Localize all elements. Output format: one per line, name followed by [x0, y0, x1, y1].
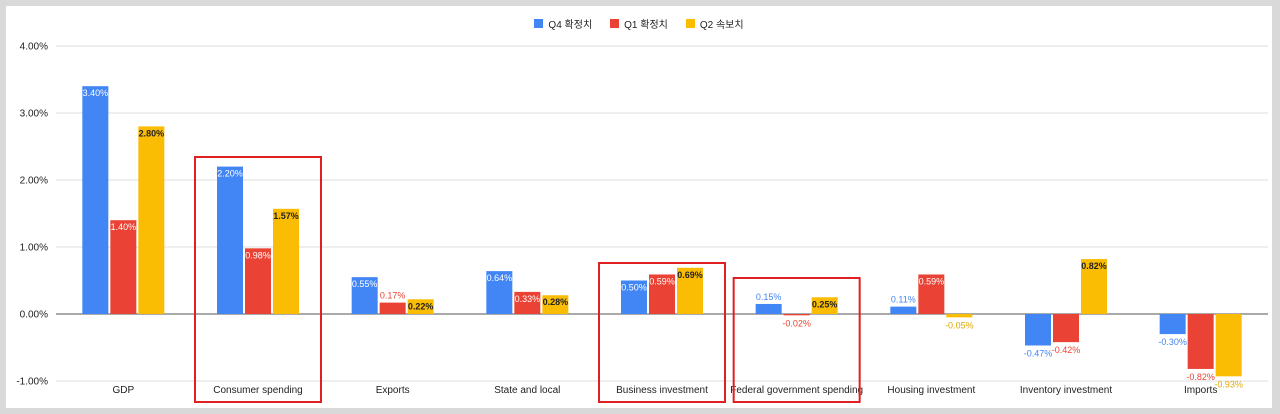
bar-q4	[755, 303, 782, 314]
data-label: 0.69%	[677, 270, 703, 280]
bar-q2	[542, 295, 569, 314]
data-label: -0.82%	[1186, 372, 1215, 382]
data-label: 0.11%	[891, 295, 916, 305]
data-label: -0.42%	[1052, 345, 1081, 355]
data-label: 1.40%	[111, 222, 137, 232]
bar-q1	[649, 274, 675, 314]
x-tick-label: Housing investment	[887, 385, 975, 396]
bar-q1	[379, 302, 406, 314]
data-label: -0.30%	[1158, 337, 1187, 347]
bar-q2	[811, 297, 838, 314]
data-label: -0.47%	[1024, 348, 1053, 358]
data-label: -0.02%	[782, 318, 811, 328]
x-tick-label: Business investment	[616, 385, 708, 396]
x-tick-label: State and local	[494, 385, 560, 396]
highlight-box	[732, 277, 861, 403]
bar-q1	[110, 220, 137, 314]
bar-q1	[245, 248, 271, 314]
legend-label-q4: Q4 확정치	[548, 20, 593, 31]
data-label: 0.59%	[919, 276, 945, 286]
legend-item-q4: Q4 확정치	[534, 16, 592, 31]
data-label: 2.20%	[217, 169, 243, 179]
bar-q4	[486, 271, 513, 314]
data-label: 0.15%	[756, 292, 782, 302]
data-label: 0.55%	[352, 279, 378, 289]
bar-q4	[1159, 314, 1186, 335]
data-label: 0.28%	[543, 297, 569, 307]
data-label: 0.33%	[515, 294, 541, 304]
chart-frame: Q4 확정치 Q1 확정치 Q2 속보치 4.00% 3.00% 2.00% 1.00…	[6, 6, 1272, 408]
bar-q4	[621, 280, 647, 314]
data-label: 0.22%	[408, 301, 434, 311]
data-label: 0.82%	[1081, 261, 1107, 271]
legend-label-q1: Q1 확정치	[624, 20, 668, 31]
bar-q4	[217, 166, 243, 314]
x-tick-label: Federal government spending	[730, 385, 863, 396]
bar-q1	[514, 291, 541, 314]
bar-q4	[890, 306, 917, 314]
x-tick-label: Consumer spending	[213, 385, 303, 396]
legend-item-q1: Q1 확정치	[610, 16, 668, 31]
legend-swatch-q2	[685, 19, 695, 28]
chart-legend: Q4 확정치 Q1 확정치 Q2 속보치	[6, 16, 1272, 31]
data-label: 0.25%	[812, 299, 838, 309]
bar-q1	[1187, 314, 1214, 369]
data-label: 3.40%	[83, 88, 109, 98]
bar-q4	[1025, 314, 1051, 346]
bar-q2	[407, 299, 434, 314]
legend-label-q2: Q2 속보치	[699, 20, 744, 31]
bar-q4	[82, 86, 109, 314]
bar-q2	[1081, 259, 1107, 314]
bar-q2	[677, 267, 703, 314]
data-label: 0.98%	[245, 250, 271, 260]
x-tick-label: Exports	[376, 385, 410, 396]
y-tick-label: 4.00%	[20, 42, 48, 53]
highlight-box	[598, 262, 726, 403]
x-tick-label: GDP	[112, 385, 134, 396]
bar-q1	[1053, 314, 1079, 343]
bar-q1	[918, 274, 945, 314]
y-tick-label: 3.00%	[20, 109, 48, 120]
data-label: 0.17%	[380, 291, 406, 301]
y-tick-label: 2.00%	[20, 176, 48, 187]
data-label: 0.59%	[649, 276, 675, 286]
bar-q2	[946, 314, 973, 318]
bar-chart: 4.00% 3.00% 2.00% 1.00% 0.00% -1.00% 3.40% 1.40…	[16, 42, 1268, 403]
data-label: -0.93%	[1214, 379, 1243, 389]
x-tick-label: Imports	[1184, 385, 1217, 396]
y-tick-label: 0.00%	[20, 310, 48, 321]
bar-q2	[273, 208, 299, 314]
data-label: 1.57%	[273, 211, 299, 221]
y-tick-label: 1.00%	[20, 243, 48, 254]
legend-swatch-q1	[610, 19, 620, 28]
bar-q4	[351, 277, 378, 314]
data-label: 0.64%	[487, 273, 513, 283]
data-label: 0.50%	[621, 283, 647, 293]
x-tick-label: Inventory investment	[1020, 385, 1112, 396]
bar-q2	[138, 126, 165, 315]
bar-q1	[783, 314, 810, 316]
y-tick-label: -1.00%	[16, 377, 48, 388]
legend-item-q2: Q2 속보치	[685, 16, 744, 31]
data-label: 2.80%	[139, 128, 165, 138]
data-label: -0.05%	[945, 320, 974, 330]
highlight-box	[194, 156, 322, 403]
bar-q2	[1215, 314, 1242, 377]
legend-swatch-q4	[534, 19, 544, 28]
